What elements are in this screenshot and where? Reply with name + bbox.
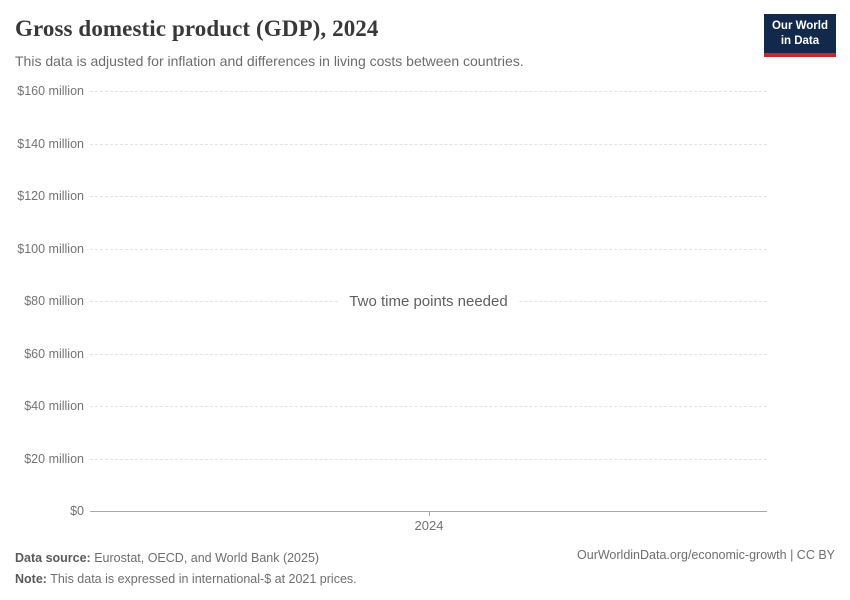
y-gridline [90,458,767,460]
y-axis-tick-label: $40 million [24,399,84,413]
y-axis-tick-label: $20 million [24,451,84,466]
y-gridline [90,353,767,355]
chart-title: Gross domestic product (GDP), 2024 [15,16,379,41]
note-line: Note: This data is expressed in internat… [15,569,357,590]
y-axis-tick-label: $120 million [17,189,84,203]
y-gridline [90,91,767,92]
chart-subtitle: This data is adjusted for inflation and … [15,53,524,69]
note-value: This data is expressed in international-… [46,571,357,586]
footer-attribution: OurWorldinData.org/economic-growth | CC … [577,548,835,562]
y-axis-tick-label: $140 million [17,136,84,151]
y-axis-tick-label: $160 million [17,84,84,98]
y-gridline [90,406,767,407]
x-axis-tick-label: 2024 [414,518,444,533]
license-label: CC BY [796,548,835,562]
y-gridline [90,143,767,145]
data-source-label: Data source: [15,551,91,565]
y-axis-tick-label: $0 [70,504,84,518]
owid-logo[interactable]: Our World in Data [763,14,836,57]
empty-state-message: Two time points needed [90,293,767,310]
owid-logo-line1: Our World [771,20,828,32]
y-axis-tick-label: $100 million [17,241,84,256]
x-axis-line [90,511,767,512]
y-axis-tick-label: $80 million [24,294,84,308]
y-gridline [90,248,767,250]
owid-url-link[interactable]: OurWorldinData.org/economic-growth [577,548,787,562]
data-source-line: Data source: Eurostat, OECD, and World B… [15,548,357,569]
x-axis-tick-mark [429,511,430,516]
data-source-value: Eurostat, OECD, and World Bank (2025) [90,551,320,565]
y-axis-tick-label: $60 million [24,346,84,361]
note-label: Note: [15,571,47,586]
y-gridline [90,196,767,197]
owid-logo-line2: in Data [780,34,820,47]
footer-source-note: Data source: Eurostat, OECD, and World B… [15,548,357,589]
attribution-separator: | [786,548,797,562]
